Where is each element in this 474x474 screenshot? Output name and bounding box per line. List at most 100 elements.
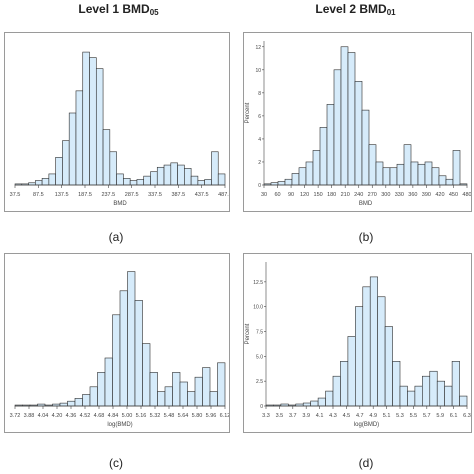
histogram-bar: [298, 167, 307, 186]
x-tick-label: 3.9: [302, 413, 310, 419]
y-axis-label: Percent: [245, 102, 251, 123]
histogram-d: 3.3 3.5 3.7 3.9 4.1 4.3 4.5 4.7 4.9 5.1 5.3 5.5 5.7 5…: [245, 262, 471, 428]
histogram-bar: [389, 167, 398, 186]
x-tick-label: 4.20: [52, 413, 63, 419]
histogram-bar: [184, 168, 192, 186]
x-tick-label: 87.5: [33, 192, 44, 198]
x-tick-label: 5.7: [423, 413, 431, 419]
histogram-bar: [310, 400, 319, 407]
column-title-left-sub: 05: [149, 8, 159, 17]
histogram-bar: [48, 173, 56, 186]
histogram-bar: [312, 150, 321, 186]
x-tick-label: 330: [395, 192, 404, 198]
histogram-bar: [156, 166, 165, 186]
x-tick-label: 237.5: [101, 192, 115, 198]
x-tick-label: 4.5: [343, 413, 351, 419]
histogram-bar: [217, 362, 226, 407]
histogram-bar: [392, 361, 401, 407]
column-title-left: Level 1 BMD05: [0, 2, 237, 17]
histogram-bar: [319, 127, 328, 186]
x-tick-label: 387.5: [171, 192, 185, 198]
histogram-bar: [382, 167, 391, 186]
histogram-bar: [95, 68, 104, 186]
histogram-bar: [217, 173, 226, 186]
histogram-bar: [429, 370, 438, 407]
histogram-bar: [59, 402, 68, 407]
histogram-bar: [143, 175, 151, 186]
histogram-bar: [424, 161, 433, 186]
histogram-bar: [172, 372, 181, 407]
x-tick-label: 180: [327, 192, 336, 198]
histogram-bar: [170, 162, 178, 186]
histogram-bar: [347, 52, 356, 186]
histogram-bar: [142, 343, 151, 407]
histogram-bar: [179, 381, 188, 407]
x-tick-label: 5.96: [206, 413, 217, 419]
x-tick-label: 487.5: [218, 192, 229, 198]
histogram-bar: [284, 178, 293, 186]
panel-label-c: (c): [109, 456, 123, 470]
histogram-bar: [164, 386, 173, 407]
x-tick-label: 5.80: [192, 413, 203, 419]
histogram-bar: [375, 161, 384, 186]
x-tick-label: 5.64: [178, 413, 189, 419]
y-tick-label: 2: [258, 160, 261, 166]
x-tick-label: 210: [341, 192, 350, 198]
y-tick-label: 12: [255, 45, 261, 51]
histogram-bar: [277, 181, 286, 186]
histogram-bar: [104, 357, 113, 407]
x-tick-label: 5.00: [122, 413, 133, 419]
panel-label-a: (a): [108, 230, 124, 244]
y-tick-label: 8: [258, 91, 261, 97]
histogram-bar: [431, 167, 440, 186]
x-tick-label: 4.7: [356, 413, 364, 419]
x-tick-label: 4.52: [80, 413, 91, 419]
panel-label-b: (b): [358, 230, 374, 244]
histogram-bar: [436, 380, 445, 407]
histogram-bar: [333, 69, 342, 186]
histogram-bar: [123, 178, 131, 186]
histogram-bar: [354, 81, 363, 186]
histogram-bar: [445, 178, 454, 186]
histogram-bar: [204, 179, 212, 186]
histogram-bar: [384, 326, 393, 407]
histogram-bar: [136, 179, 145, 186]
x-axis-label: log(BMD): [107, 422, 132, 428]
x-tick-label: 6.1: [450, 413, 458, 419]
x-tick-label: 5.48: [164, 413, 175, 419]
histogram-bar: [129, 180, 138, 186]
histogram-bar: [197, 180, 205, 186]
histogram-bar: [102, 129, 111, 186]
histogram-bar: [149, 372, 158, 407]
histogram-bar: [407, 390, 416, 407]
y-tick-label: 10.0: [253, 305, 263, 311]
column-title-right: Level 2 BMD01: [237, 2, 474, 17]
histogram-bar: [414, 385, 423, 407]
histogram-bar: [62, 140, 70, 186]
histogram-bar: [459, 395, 468, 407]
histogram-bar: [82, 394, 91, 407]
histogram-bar: [361, 109, 370, 186]
column-title-left-main: Level 1 BMD: [78, 2, 150, 16]
x-tick-label: 420: [435, 192, 444, 198]
x-tick-label: 240: [354, 192, 363, 198]
x-tick-label: 5.1: [383, 413, 391, 419]
x-tick-label: 4.84: [108, 413, 119, 419]
histogram-bar: [68, 112, 77, 186]
histogram-bar: [75, 90, 84, 186]
histogram-bar: [194, 376, 203, 407]
histogram-bar: [325, 390, 334, 407]
histogram-bar: [369, 276, 378, 407]
x-tick-label: 6.12: [220, 413, 229, 419]
histogram-panel-a: 37.5 87.5 137.5 187.5 237.5 287.5 337.5 387.5 43…: [4, 32, 230, 212]
histogram-bar: [163, 164, 172, 186]
histogram-bar: [438, 175, 447, 186]
histogram-bar: [35, 180, 43, 186]
histogram-c: 3.72 3.88 4.04 4.20 4.36 4.52 4.68 4.84 5.00 5.16…: [10, 271, 229, 428]
histogram-bar: [291, 173, 300, 186]
histogram-bar: [399, 385, 408, 407]
x-tick-label: 4.1: [316, 413, 324, 419]
y-tick-label: 4: [258, 137, 261, 143]
histogram-bar: [417, 163, 426, 186]
histogram-bar: [119, 290, 128, 407]
